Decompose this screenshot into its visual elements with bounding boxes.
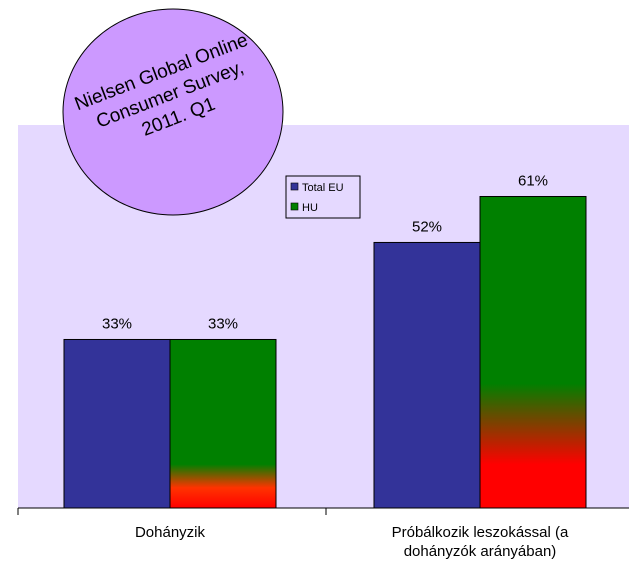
value-label-hu-1: 61% <box>518 172 548 189</box>
category-label-1-line-0: Próbálkozik leszokással (a <box>392 524 569 541</box>
legend-label-hu: HU <box>302 202 318 214</box>
category-label-0-line-0: Dohányzik <box>135 524 206 541</box>
value-label-total-eu-1: 52% <box>412 218 442 235</box>
legend-box <box>285 175 361 219</box>
legend-label-total-eu: Total EU <box>302 182 344 194</box>
survey-badge: Nielsen Global Online Consumer Survey, 2… <box>62 8 284 216</box>
value-label-total-eu-0: 33% <box>102 315 132 332</box>
value-labels-group: 33% 33% 52% 61% <box>102 172 548 332</box>
bar-total-eu-1 <box>373 241 481 509</box>
category-label-1-line-1: dohányzók arányában) <box>404 543 557 560</box>
bar-total-eu-0 <box>63 338 171 509</box>
legend-swatch-total-eu <box>290 182 299 191</box>
survey-badge-circle <box>62 8 284 216</box>
legend: Total EU HU <box>285 175 361 219</box>
bar-hu-1 <box>479 195 587 509</box>
value-label-hu-0: 33% <box>208 315 238 332</box>
legend-swatch-hu <box>290 202 299 211</box>
bars-group <box>63 195 587 509</box>
category-labels-group: Dohányzik Próbálkozik leszokással (a dohán… <box>135 524 569 560</box>
bar-hu-0 <box>169 338 277 509</box>
